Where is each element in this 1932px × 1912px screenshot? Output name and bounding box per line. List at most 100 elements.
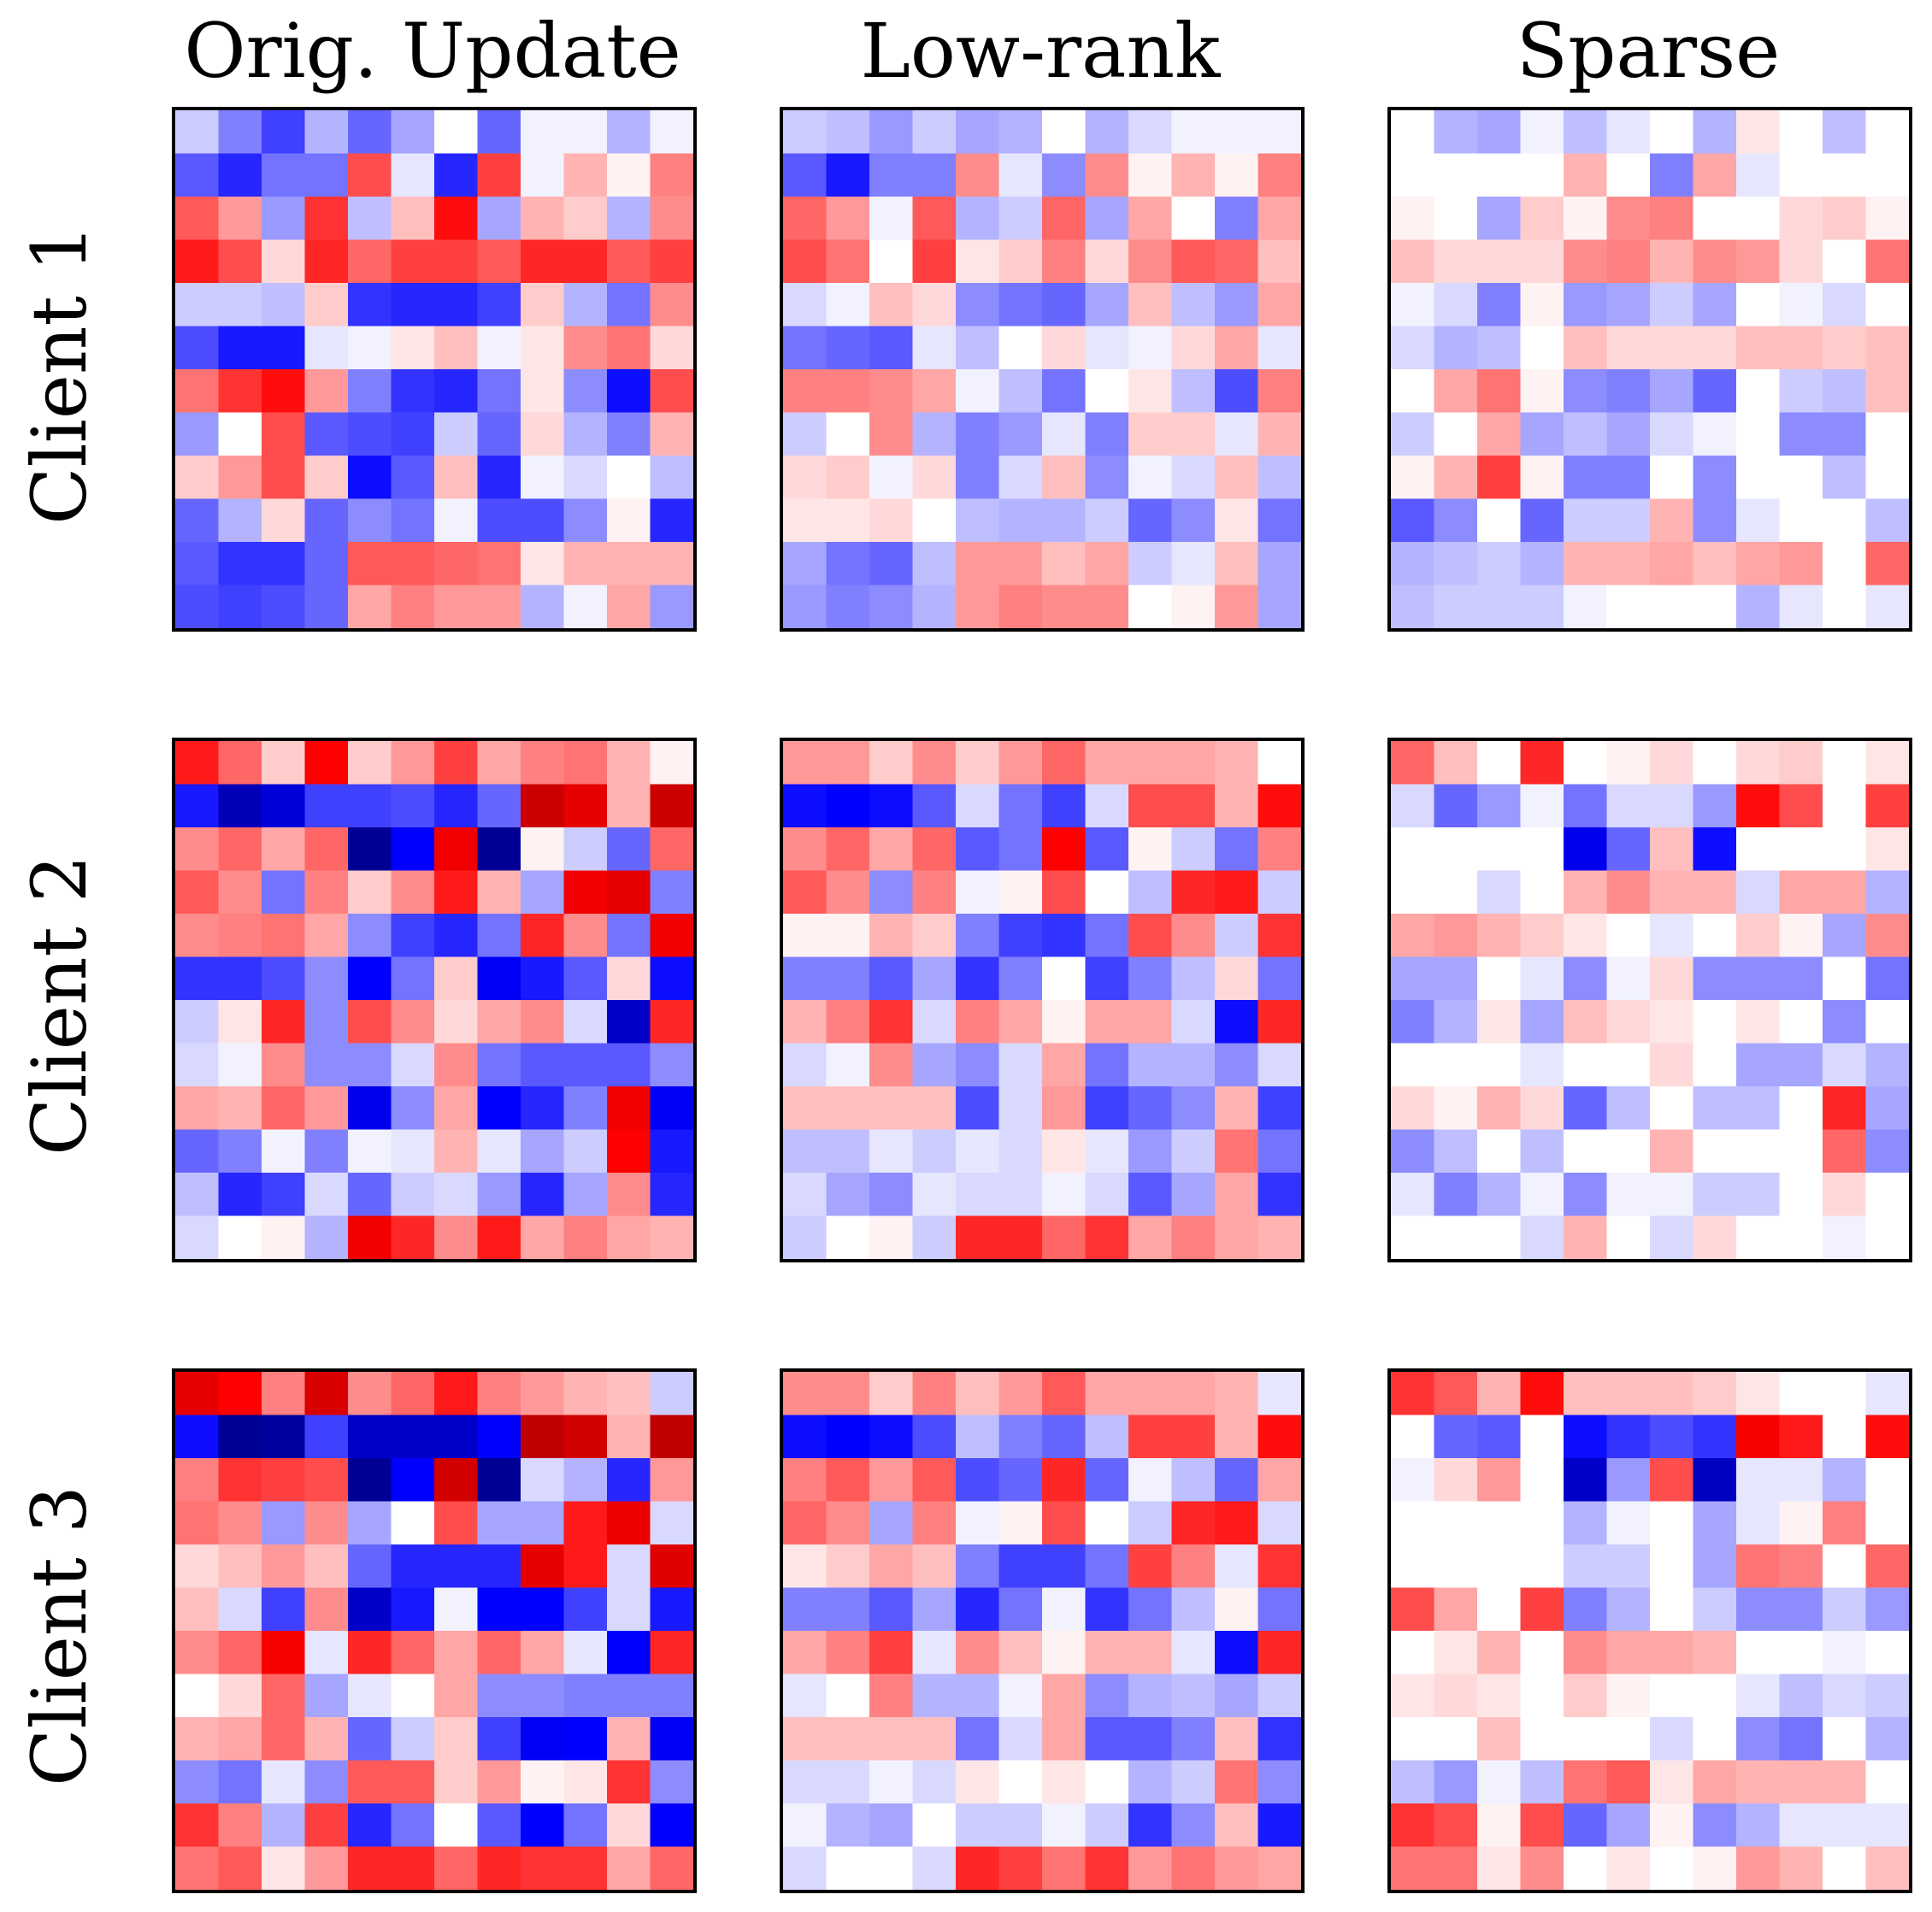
heatmap-cell-r6-c1 bbox=[826, 1000, 870, 1044]
heatmap-cell-r7-c1 bbox=[218, 1043, 262, 1087]
heatmap-cell-r3-c5 bbox=[998, 1501, 1043, 1545]
column-title-low-rank: Low-rank bbox=[860, 7, 1221, 95]
heatmap-cell-r3-c11 bbox=[1865, 870, 1910, 915]
heatmap-cell-r4-c8 bbox=[1128, 1544, 1173, 1589]
heatmap-cell-r3-c9 bbox=[1171, 1501, 1216, 1545]
heatmap-cell-r7-c0 bbox=[175, 412, 220, 456]
heatmap-client-2-orig-update bbox=[172, 738, 697, 1262]
heatmap-cell-r10-c9 bbox=[563, 1803, 608, 1848]
heatmap-cell-r8-c8 bbox=[1736, 1717, 1781, 1762]
heatmap-cell-r8-c3 bbox=[1520, 1717, 1564, 1762]
heatmap-cell-r5-c8 bbox=[1736, 956, 1781, 1001]
heatmap-cell-r6-c3 bbox=[304, 1000, 349, 1044]
heatmap-cell-r5-c11 bbox=[650, 956, 694, 1001]
heatmap-cell-r7-c5 bbox=[391, 412, 435, 456]
heatmap-cell-r0-c3 bbox=[1520, 110, 1564, 155]
heatmap-cell-r2-c3 bbox=[304, 197, 349, 241]
heatmap-cell-r2-c9 bbox=[1779, 1458, 1823, 1503]
heatmap-cell-r8-c1 bbox=[218, 1717, 262, 1762]
heatmap-cell-r7-c3 bbox=[1520, 412, 1564, 456]
heatmap-cell-r10-c4 bbox=[1564, 1173, 1608, 1217]
heatmap-cell-r5-c10 bbox=[607, 1587, 651, 1632]
heatmap-cell-r0-c0 bbox=[1391, 110, 1435, 155]
heatmap-cell-r4-c2 bbox=[1477, 1544, 1522, 1589]
heatmap-cell-r11-c0 bbox=[783, 585, 828, 629]
heatmap-cell-r1-c2 bbox=[262, 1415, 306, 1459]
heatmap-cell-r7-c4 bbox=[956, 1043, 1000, 1087]
heatmap-cell-r3-c4 bbox=[956, 870, 1000, 915]
heatmap-cell-r7-c7 bbox=[477, 412, 521, 456]
heatmap-cell-r1-c6 bbox=[434, 153, 479, 197]
heatmap-cell-r3-c6 bbox=[1650, 1501, 1694, 1545]
heatmap-cell-r0-c5 bbox=[1606, 110, 1651, 155]
heatmap-cell-r0-c6 bbox=[1042, 1372, 1087, 1416]
heatmap-cell-r4-c2 bbox=[1477, 914, 1522, 958]
heatmap-cell-r1-c11 bbox=[1258, 153, 1302, 197]
heatmap-cell-r11-c7 bbox=[477, 585, 521, 629]
heatmap-cell-r8-c4 bbox=[1564, 456, 1608, 500]
heatmap-cell-r5-c5 bbox=[1606, 956, 1651, 1001]
heatmap-cell-r3-c9 bbox=[1171, 239, 1216, 284]
heatmap-cell-r3-c1 bbox=[826, 870, 870, 915]
heatmap-cell-r5-c11 bbox=[650, 326, 694, 370]
heatmap-cell-r6-c5 bbox=[998, 1000, 1043, 1044]
heatmap-cell-r9-c11 bbox=[1865, 498, 1910, 543]
heatmap-cell-r11-c5 bbox=[391, 1846, 435, 1891]
heatmap-cell-r4-c7 bbox=[1693, 914, 1737, 958]
heatmap-cell-r7-c9 bbox=[1779, 412, 1823, 456]
heatmap-cell-r6-c8 bbox=[1736, 1000, 1781, 1044]
heatmap-cell-r2-c10 bbox=[607, 197, 651, 241]
heatmap-cell-r2-c0 bbox=[1391, 827, 1435, 872]
heatmap-cell-r0-c11 bbox=[650, 110, 694, 155]
heatmap-cell-r1-c5 bbox=[998, 153, 1043, 197]
heatmap-cell-r5-c3 bbox=[1520, 956, 1564, 1001]
heatmap-cell-r4-c0 bbox=[1391, 283, 1435, 327]
heatmap-cell-r0-c11 bbox=[1258, 1372, 1302, 1416]
heatmap-cell-r4-c2 bbox=[869, 1544, 914, 1589]
heatmap-cell-r7-c3 bbox=[1520, 1674, 1564, 1718]
heatmap-cell-r1-c0 bbox=[1391, 784, 1435, 828]
heatmap-cell-r11-c9 bbox=[563, 585, 608, 629]
heatmap-cell-r9-c6 bbox=[434, 1129, 479, 1174]
heatmap-cell-r4-c4 bbox=[956, 1544, 1000, 1589]
heatmap-cell-r9-c11 bbox=[1258, 1760, 1302, 1804]
heatmap-cell-r6-c0 bbox=[783, 369, 828, 414]
heatmap-cell-r10-c2 bbox=[1477, 1173, 1522, 1217]
heatmap-cell-r3-c6 bbox=[1042, 239, 1087, 284]
heatmap-cell-r11-c3 bbox=[1520, 1846, 1564, 1891]
heatmap-cell-r3-c10 bbox=[1215, 239, 1259, 284]
heatmap-cell-r9-c0 bbox=[175, 1760, 220, 1804]
heatmap-cell-r1-c3 bbox=[304, 784, 349, 828]
heatmap-cell-r2-c5 bbox=[998, 1458, 1043, 1503]
heatmap-cell-r6-c5 bbox=[1606, 369, 1651, 414]
heatmap-cell-r10-c10 bbox=[1215, 542, 1259, 586]
heatmap-cell-r10-c4 bbox=[956, 542, 1000, 586]
heatmap-cell-r10-c5 bbox=[1606, 1173, 1651, 1217]
heatmap-cell-r0-c10 bbox=[607, 110, 651, 155]
heatmap-cell-r9-c2 bbox=[262, 1760, 306, 1804]
heatmap-cell-r10-c1 bbox=[218, 1173, 262, 1217]
heatmap-cell-r5-c2 bbox=[262, 956, 306, 1001]
heatmap-cell-r2-c2 bbox=[262, 197, 306, 241]
heatmap-cell-r3-c3 bbox=[912, 870, 957, 915]
heatmap-cell-r1-c7 bbox=[1693, 153, 1737, 197]
heatmap-cell-r8-c6 bbox=[1042, 1086, 1087, 1131]
heatmap-cell-r8-c8 bbox=[1128, 1086, 1173, 1131]
heatmap-cell-r4-c11 bbox=[1865, 914, 1910, 958]
heatmap-cell-r8-c6 bbox=[1650, 456, 1694, 500]
heatmap-cell-r10-c5 bbox=[391, 1803, 435, 1848]
heatmap-cell-r4-c1 bbox=[826, 1544, 870, 1589]
heatmap-cell-r5-c8 bbox=[521, 326, 565, 370]
heatmap-cell-r5-c0 bbox=[175, 1587, 220, 1632]
heatmap-cell-r10-c5 bbox=[391, 1173, 435, 1217]
heatmap-cell-r3-c3 bbox=[304, 1501, 349, 1545]
heatmap-cell-r4-c1 bbox=[1434, 914, 1478, 958]
heatmap-cell-r7-c10 bbox=[1823, 1674, 1867, 1718]
heatmap-cell-r6-c5 bbox=[391, 1631, 435, 1675]
heatmap-cell-r8-c9 bbox=[1171, 456, 1216, 500]
heatmap-cell-r2-c7 bbox=[1085, 197, 1129, 241]
heatmap-cell-r3-c0 bbox=[783, 870, 828, 915]
heatmap-cell-r0-c8 bbox=[1736, 741, 1781, 785]
heatmap-cell-r1-c11 bbox=[650, 784, 694, 828]
heatmap-cell-r6-c11 bbox=[1258, 369, 1302, 414]
